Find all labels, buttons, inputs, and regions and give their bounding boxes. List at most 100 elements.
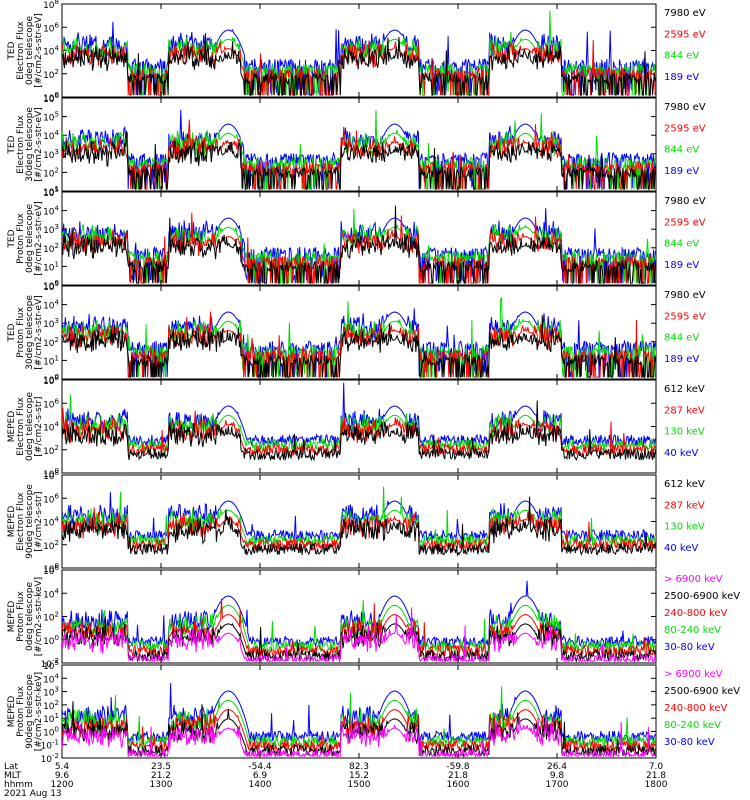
y-tick-label: 103 [43,223,59,236]
legend-entry: 287 keV [664,500,705,511]
y-axis-label: TED [7,135,17,154]
y-axis-label: MEPED [7,696,17,728]
y-tick-label: 103 [43,148,59,161]
y-axis-label: Electron Flux [16,492,26,551]
trace-group [62,382,656,462]
legend-entry: > 6900 keV [664,669,723,680]
y-tick-label: 104 [43,516,59,529]
panel-3: 100 101 102 103 104 105 TED Proton Flux 0deg tel… [7,186,706,292]
y-axis-label: 90deg telescope [25,674,35,749]
y-axis-label: [#/cm2-s-str] [34,396,44,456]
y-axis-label: TED [7,41,17,60]
y-axis-label: TED [7,323,17,342]
y-tick-label: 103 [43,317,59,330]
y-axis-label: 30deg telescope [25,107,35,182]
time-axis-value: 5.4 [55,762,70,772]
time-axis-value: 1400 [249,780,272,790]
legend-entry: 7980 eV [664,102,706,113]
time-axis-row-label: hhmm [4,780,33,790]
y-axis-label: Electron Flux [16,397,26,456]
y-tick-label: 100 [43,562,59,575]
y-tick-label: 104 [43,205,59,218]
series-trace [62,308,656,379]
legend-entry: 844 eV [664,51,699,62]
series-trace [62,315,656,378]
y-axis-label: 0deg telescope [25,16,35,86]
series-trace [62,686,656,749]
y-axis-label: 30deg telescope [25,295,35,370]
y-tick-label: 100 [43,634,59,647]
y-axis-label: [#/cm2-s-str-keV] [34,672,44,751]
y-tick-label: 102 [43,68,59,81]
legend-entry: 844 eV [664,333,699,344]
y-tick-label: 100 [43,725,59,738]
y-tick-label: 106 [43,92,59,105]
time-axis-value: 9.8 [550,771,565,781]
panel-7: 10-2 100 102 104 106 MEPED Proton Flux 0deg tel… [7,564,740,670]
y-tick-label: 101 [43,712,59,725]
y-tick-label: 101 [43,260,59,273]
time-axis-value: 1200 [51,780,74,790]
y-axis-label: MEPED [7,411,17,443]
legend-entry: 844 eV [664,239,699,250]
y-tick-label: 102 [43,336,59,349]
y-axis-label: MEPED [7,601,17,633]
legend-entry: 40 keV [664,543,698,554]
y-tick-label: 100 [43,279,59,292]
time-axis-value: -54.4 [248,762,272,772]
time-axis-value: -59.8 [446,762,470,772]
time-axis-value: 1700 [546,780,569,790]
legend-entry: 2595 eV [664,29,706,40]
legend-entry: 240-800 keV [664,703,728,714]
series-trace [62,40,656,96]
y-tick-label: 104 [43,129,59,142]
panel-5: 100 102 104 106 108 MEPED Electron Flux 0deg te… [7,374,705,480]
legend-entry: 189 eV [664,72,699,83]
y-tick-label: 106 [43,21,59,34]
y-tick-label: 105 [43,659,59,672]
y-tick-label: 100 [43,91,59,104]
y-axis-label: [#/cm2-s-str-eV] [34,107,44,182]
panel-4: 100 101 102 103 104 105 TED Proton Flux 30deg te… [7,280,706,386]
time-axis-value: 9.6 [55,771,70,781]
time-axis-value: 1600 [447,780,470,790]
legend-entry: 130 keV [664,427,705,438]
legend-entry: 189 eV [664,354,699,365]
series-trace [62,130,656,190]
y-tick-label: 106 [43,564,59,577]
legend-entry: 287 keV [664,405,705,416]
y-axis-label: TED [7,229,17,248]
y-axis-label: Proton Flux [16,307,26,358]
series-trace [62,21,656,97]
time-axis-value: 23.5 [151,762,171,772]
y-tick-label: 104 [43,587,59,600]
legend-entry: 2500-6900 keV [664,591,740,602]
legend-entry: > 6900 keV [664,574,723,585]
legend-entry: 7980 eV [664,8,706,19]
y-axis-label: Proton Flux [16,213,26,264]
time-axis-value: 1800 [645,780,668,790]
legend-entry: 844 eV [664,145,699,156]
series-trace [62,311,656,378]
y-axis-label: [#/cm2-s-str-keV] [34,577,44,656]
y-tick-label: 102 [43,611,59,624]
y-tick-label: 10-2 [41,752,59,765]
legend-entry: 189 eV [664,260,699,271]
y-tick-label: 108 [43,0,59,11]
y-tick-label: 102 [43,166,59,179]
time-axis-value: 1500 [348,780,371,790]
legend-entry: 7980 eV [664,196,706,207]
time-axis-row-label: MLT [4,771,22,781]
y-tick-label: 108 [43,469,59,482]
y-tick-label: 101 [43,354,59,367]
date-label: 2021 Aug 13 [4,789,62,799]
panel-frame [61,474,657,569]
time-axis-value: 82.3 [349,762,369,772]
time-axis-value: 21.8 [646,771,666,781]
y-axis-label: Electron Flux [16,115,26,174]
legend-entry: 2595 eV [664,123,706,134]
y-axis-label: [#/cm2-s-str-eV] [34,13,44,88]
legend-entry: 7980 eV [664,290,706,301]
series-trace [62,400,656,462]
